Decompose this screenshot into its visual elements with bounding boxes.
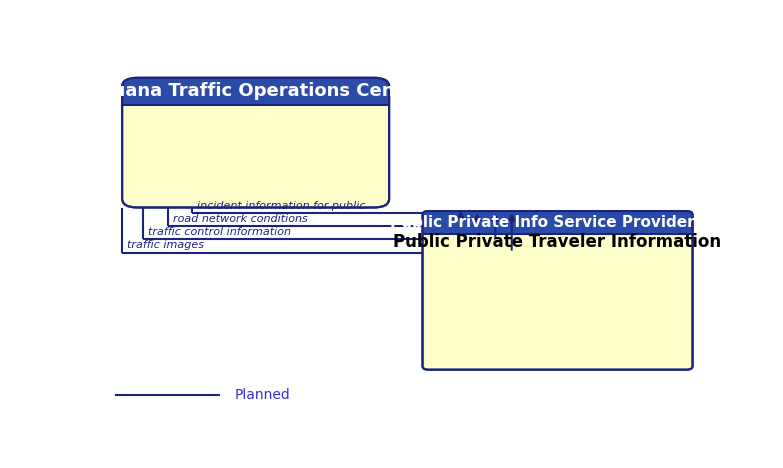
Text: Public Private Traveler Information: Public Private Traveler Information: [394, 233, 722, 251]
Text: traffic control information: traffic control information: [148, 227, 291, 237]
FancyBboxPatch shape: [122, 78, 389, 105]
Text: Tijuana Traffic Operations Center: Tijuana Traffic Operations Center: [88, 82, 424, 101]
Text: Planned: Planned: [234, 388, 290, 402]
FancyBboxPatch shape: [423, 211, 693, 234]
FancyBboxPatch shape: [423, 211, 693, 370]
Text: traffic images: traffic images: [127, 241, 204, 250]
FancyBboxPatch shape: [122, 78, 389, 207]
Text: incident information for public: incident information for public: [197, 201, 366, 211]
Text: Public Private Info Service Providers ...: Public Private Info Service Providers ..…: [390, 215, 725, 230]
Bar: [423, 221, 693, 234]
Bar: [122, 90, 389, 105]
Text: road network conditions: road network conditions: [172, 214, 307, 224]
